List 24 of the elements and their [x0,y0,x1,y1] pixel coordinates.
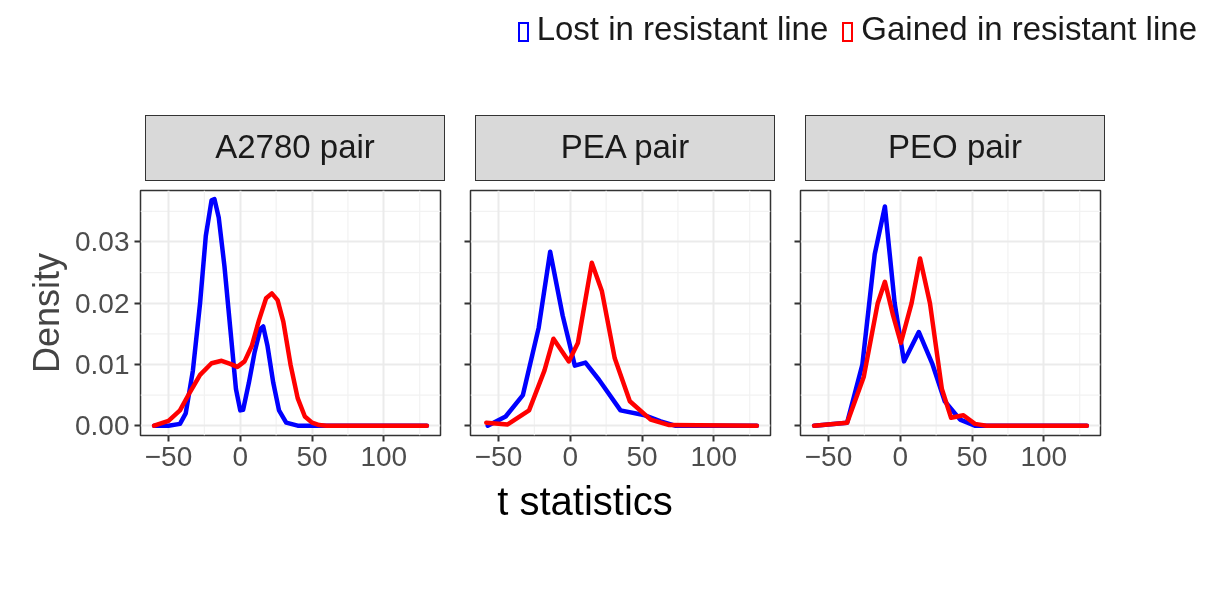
x-tick-label: 100 [1020,440,1068,472]
x-tick-label: −50 [144,440,193,472]
x-tick-label: 50 [626,440,658,472]
x-tick-label: 50 [296,440,328,472]
x-tick-label: 100 [360,440,408,472]
x-tick-label: −50 [474,440,523,472]
x-tick-label: 100 [690,440,738,472]
x-axis-title: t statistics [496,478,674,525]
legend-label: Lost in resistant line [536,10,829,47]
x-tick-label: −50 [804,440,853,472]
chart-title: PEA pair [475,115,775,181]
x-tick-label: 0 [232,440,249,472]
line-series [151,291,430,428]
x-tick-label: 0 [562,440,579,472]
y-tick-label: 0.03 [75,226,130,258]
y-axis-title: Density [26,252,67,374]
chart-title: PEO pair [805,115,1105,181]
x-tick-label: 0 [892,440,909,472]
y-tick-label: 0.01 [75,348,130,380]
chart-title: A2780 pair [145,115,445,181]
y-tick-label: 0.02 [75,287,130,319]
legend-label: Gained in resistant line [861,10,1197,47]
x-tick-label: 50 [956,440,988,472]
y-tick-label: 0.00 [75,410,130,442]
